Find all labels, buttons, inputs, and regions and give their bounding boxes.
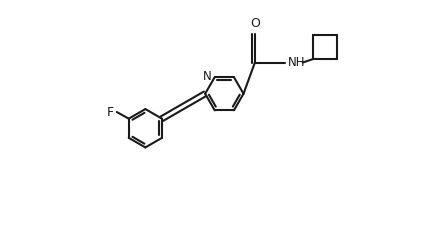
Text: N: N	[203, 70, 212, 83]
Text: NH: NH	[288, 56, 305, 69]
Text: O: O	[250, 17, 260, 30]
Text: F: F	[107, 106, 114, 118]
